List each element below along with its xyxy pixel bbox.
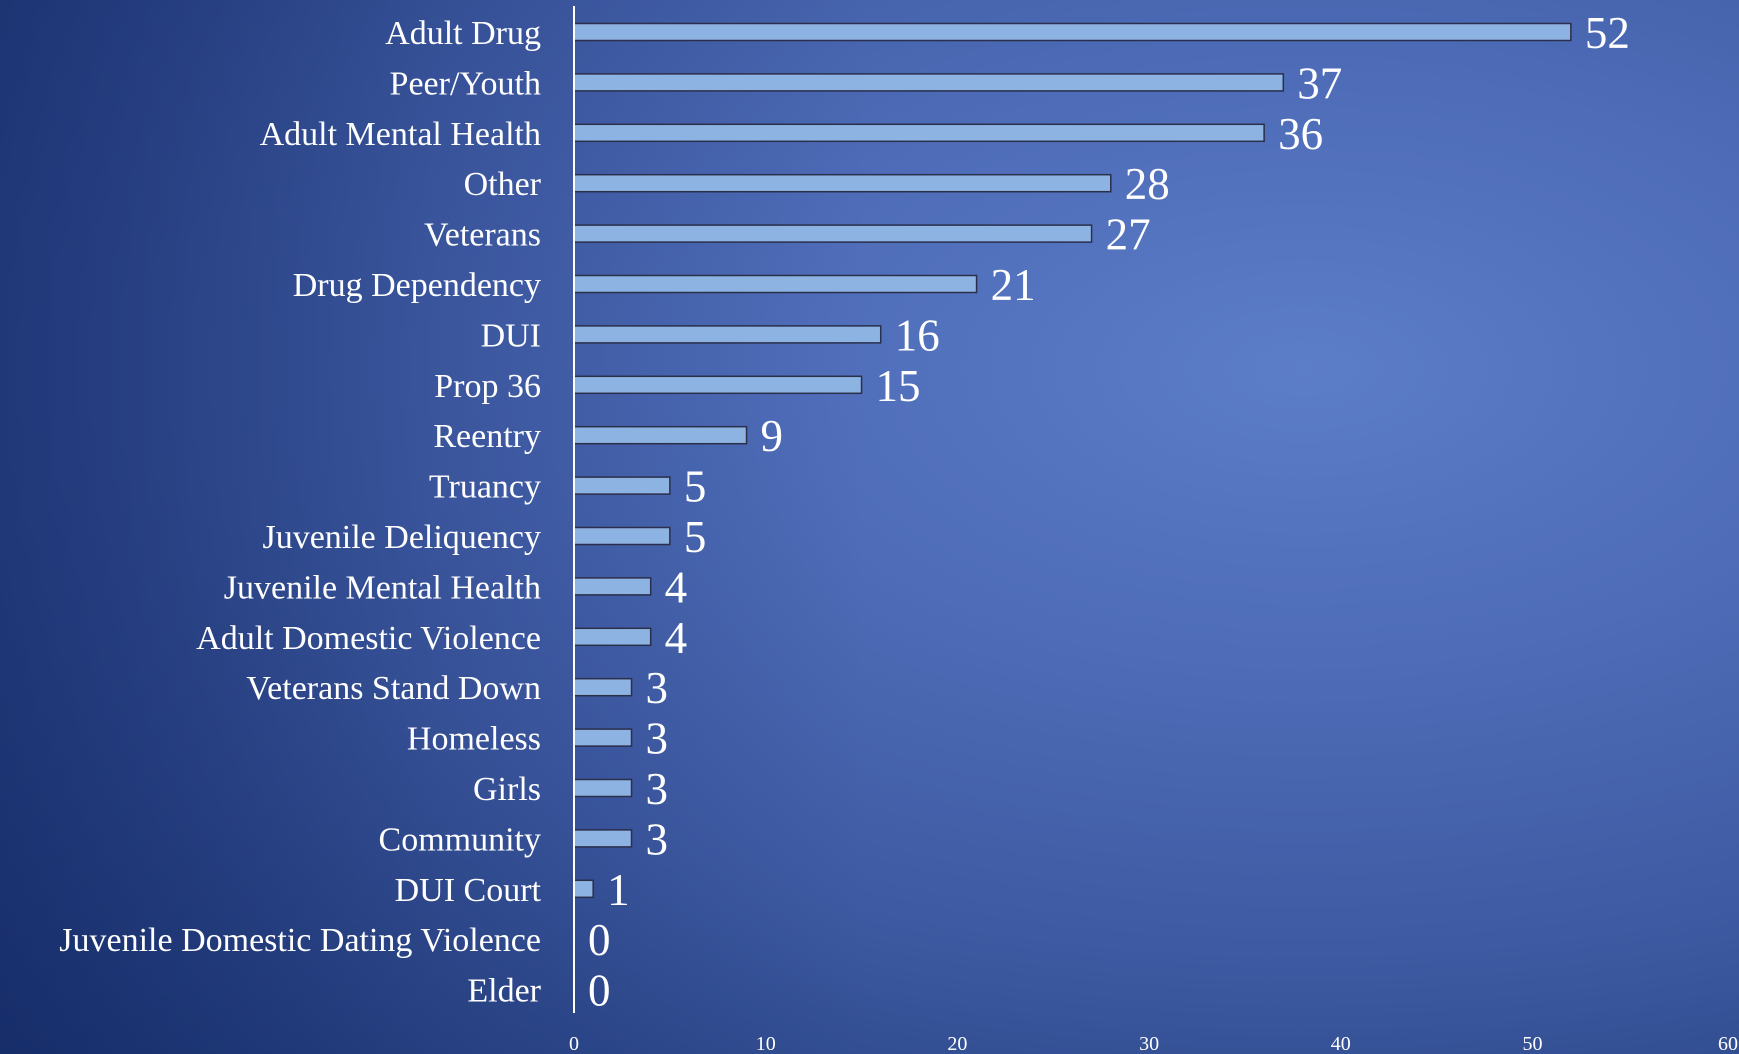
category-label: Other [464,166,542,203]
bar-5 [573,274,978,294]
x-tick-label: 20 [947,1033,967,1054]
data-label: 3 [646,714,669,764]
bar-1 [573,73,1285,92]
x-tick-label: 10 [756,1033,776,1054]
data-label: 5 [684,462,707,512]
category-label: DUI [481,317,541,354]
bar-0 [573,22,1572,42]
bar-13 [573,677,633,697]
category-label: Juvenile Deliquency [262,519,541,556]
data-label: 27 [1106,210,1151,260]
category-label: Veterans [424,217,541,254]
category-label: Adult Domestic Violence [196,620,541,657]
category-labels: Adult Drug Peer/Youth Adult Mental Health O… [59,15,541,1010]
data-label: 21 [991,260,1036,310]
category-label: Girls [473,771,541,808]
x-tick-label: 40 [1331,1033,1351,1054]
category-label: Adult Mental Health [260,116,541,153]
bar-3 [573,173,1112,193]
bar-14 [573,728,633,747]
category-label: Homeless [407,721,541,758]
data-label: 37 [1297,58,1342,108]
data-label: 5 [684,512,707,562]
data-label: 0 [588,915,611,965]
data-label: 3 [646,663,669,713]
data-label: 28 [1125,159,1170,209]
category-label: Elder [467,973,541,1010]
category-label: Community [379,821,541,858]
category-label: Juvenile Domestic Dating Violence [59,922,541,959]
bar-15 [573,778,633,798]
data-label: 36 [1278,109,1323,159]
data-label: 3 [646,814,669,864]
x-axis-ticks: 0 10 20 30 40 50 60 [569,1033,1738,1054]
data-label: 0 [588,966,611,1016]
x-tick-label: 60 [1718,1033,1738,1054]
category-label: Peer/Youth [390,65,541,102]
data-label: 15 [876,361,921,411]
x-tick-label: 30 [1139,1033,1159,1054]
category-label: DUI Court [395,872,542,909]
bar-16 [573,829,633,848]
bar-7 [573,375,863,395]
x-tick-label: 0 [569,1033,579,1054]
data-label: 3 [646,764,669,814]
category-label: Truancy [429,469,541,506]
category-label: Veterans Stand Down [246,670,541,707]
x-tick-label: 50 [1523,1033,1543,1054]
category-label: Prop 36 [434,368,541,405]
data-label: 52 [1585,8,1630,58]
bar-6 [573,325,882,344]
bar-4 [573,224,1093,243]
data-label: 4 [665,562,688,612]
data-label: 9 [761,411,784,461]
category-label: Adult Drug [385,15,541,52]
bar-17 [573,879,594,899]
bars-group [573,22,1572,899]
bar-11 [573,577,652,596]
bar-10 [573,526,671,546]
category-label: Drug Dependency [293,267,541,304]
data-label: 1 [607,865,630,915]
bar-8 [573,425,748,445]
bar-12 [573,627,652,647]
category-label: Reentry [433,418,541,455]
data-label: 4 [665,613,688,663]
category-label: Juvenile Mental Health [224,569,541,606]
bar-2 [573,123,1265,143]
bar-9 [573,476,671,495]
data-label: 16 [895,310,940,360]
